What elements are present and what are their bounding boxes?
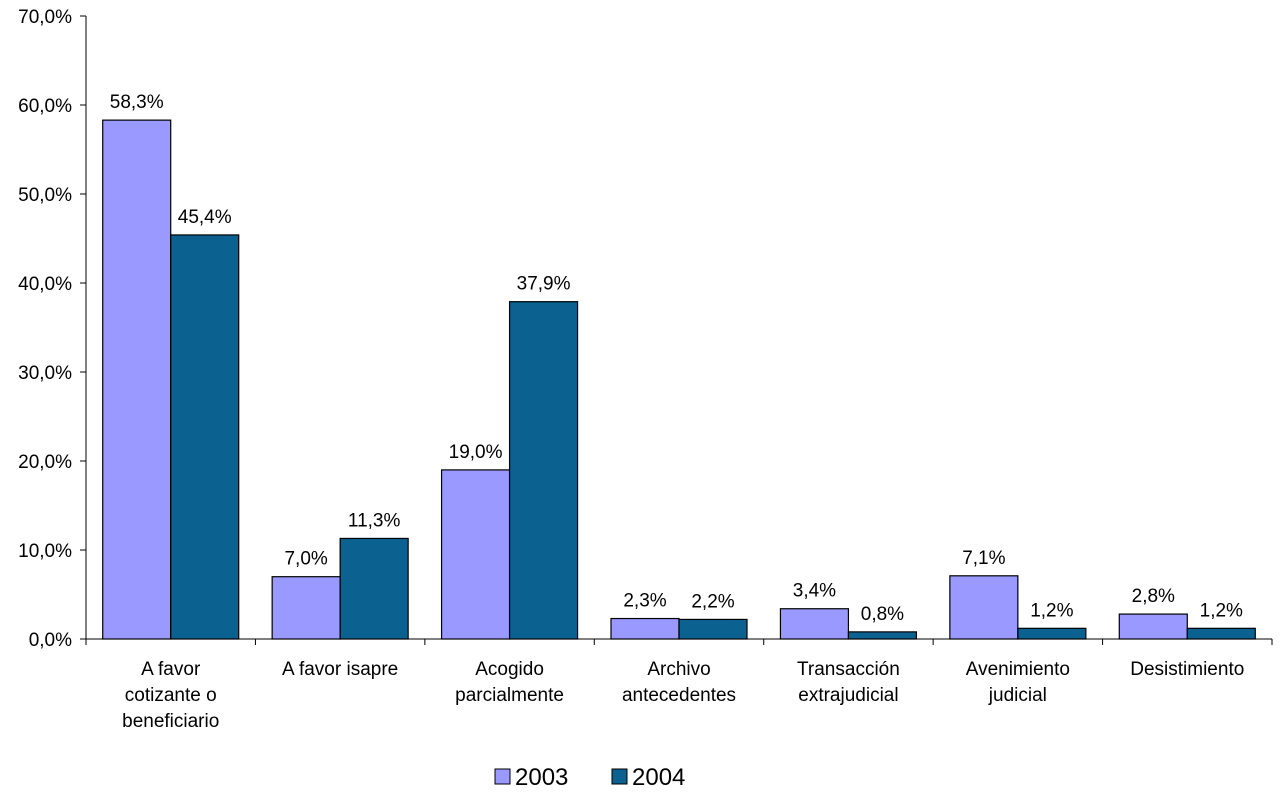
data-label: 7,0% <box>284 549 327 570</box>
bar-2003 <box>440 469 511 640</box>
y-tick-label: 10,0% <box>18 541 72 562</box>
bar-2003 <box>949 575 1019 640</box>
bars-layer <box>102 119 1256 640</box>
x-tick-label: Desistimiento <box>1130 659 1244 680</box>
data-label: 2,3% <box>623 591 666 612</box>
y-tick-label: 70,0% <box>18 7 72 28</box>
bar-2003 <box>271 576 341 640</box>
data-label: 58,3% <box>110 92 164 113</box>
x-tick-label: Acogido parcialmente <box>455 659 564 706</box>
axes-layer: 0,0% 10,0% 20,0% 30,0% 40,0% 50,0% 60,0% 70,0% A… <box>18 7 1273 732</box>
data-label: 2,2% <box>691 591 734 612</box>
x-tick-label: A favor isapre <box>282 659 398 680</box>
legend-label: 2003 <box>515 764 568 791</box>
data-label: 3,4% <box>793 581 836 602</box>
bar-2004 <box>170 234 240 640</box>
legend-swatch-2003 <box>494 768 511 785</box>
bar-2004 <box>339 537 409 640</box>
bar-2003 <box>1118 613 1188 640</box>
bar-2004 <box>1017 627 1087 640</box>
bar-2004 <box>678 618 748 640</box>
bar-2004 <box>508 301 579 640</box>
y-tick-label: 20,0% <box>18 452 72 473</box>
legend: 2003 2004 <box>494 764 685 791</box>
data-label: 1,2% <box>1200 600 1243 621</box>
y-tick-label: 50,0% <box>18 185 72 206</box>
data-label: 45,4% <box>178 207 232 228</box>
data-label: 1,2% <box>1030 600 1073 621</box>
bar-2004 <box>1186 627 1256 640</box>
legend-swatch-2004 <box>611 768 628 785</box>
y-tick-label: 0,0% <box>29 630 72 651</box>
data-label: 7,1% <box>962 548 1005 569</box>
data-label: 37,9% <box>517 274 571 295</box>
x-tick-label: A favor cotizante o beneficiario <box>122 659 219 732</box>
y-tick-label: 30,0% <box>18 363 72 384</box>
bar-2003 <box>102 119 172 640</box>
legend-label: 2004 <box>632 764 685 791</box>
data-label: 0,8% <box>861 604 904 625</box>
x-tick-label: Transacción extrajudicial <box>797 659 900 706</box>
data-label: 2,8% <box>1132 586 1175 607</box>
x-tick-label: Avenimiento judicial <box>966 659 1070 706</box>
data-label: 19,0% <box>449 442 503 463</box>
x-tick-label: Archivo antecedentes <box>622 659 736 706</box>
y-tick-label: 40,0% <box>18 274 72 295</box>
data-label: 11,3% <box>348 510 401 531</box>
bar-2003 <box>610 617 680 640</box>
bar-2003 <box>779 608 850 640</box>
bar-2004 <box>847 631 918 640</box>
y-tick-label: 60,0% <box>18 96 72 117</box>
data-labels-layer: 58,3% 45,4% 7,0% 11,3% 19,0% 37,9% 2,3% 2,2% 3,4… <box>110 92 1243 625</box>
